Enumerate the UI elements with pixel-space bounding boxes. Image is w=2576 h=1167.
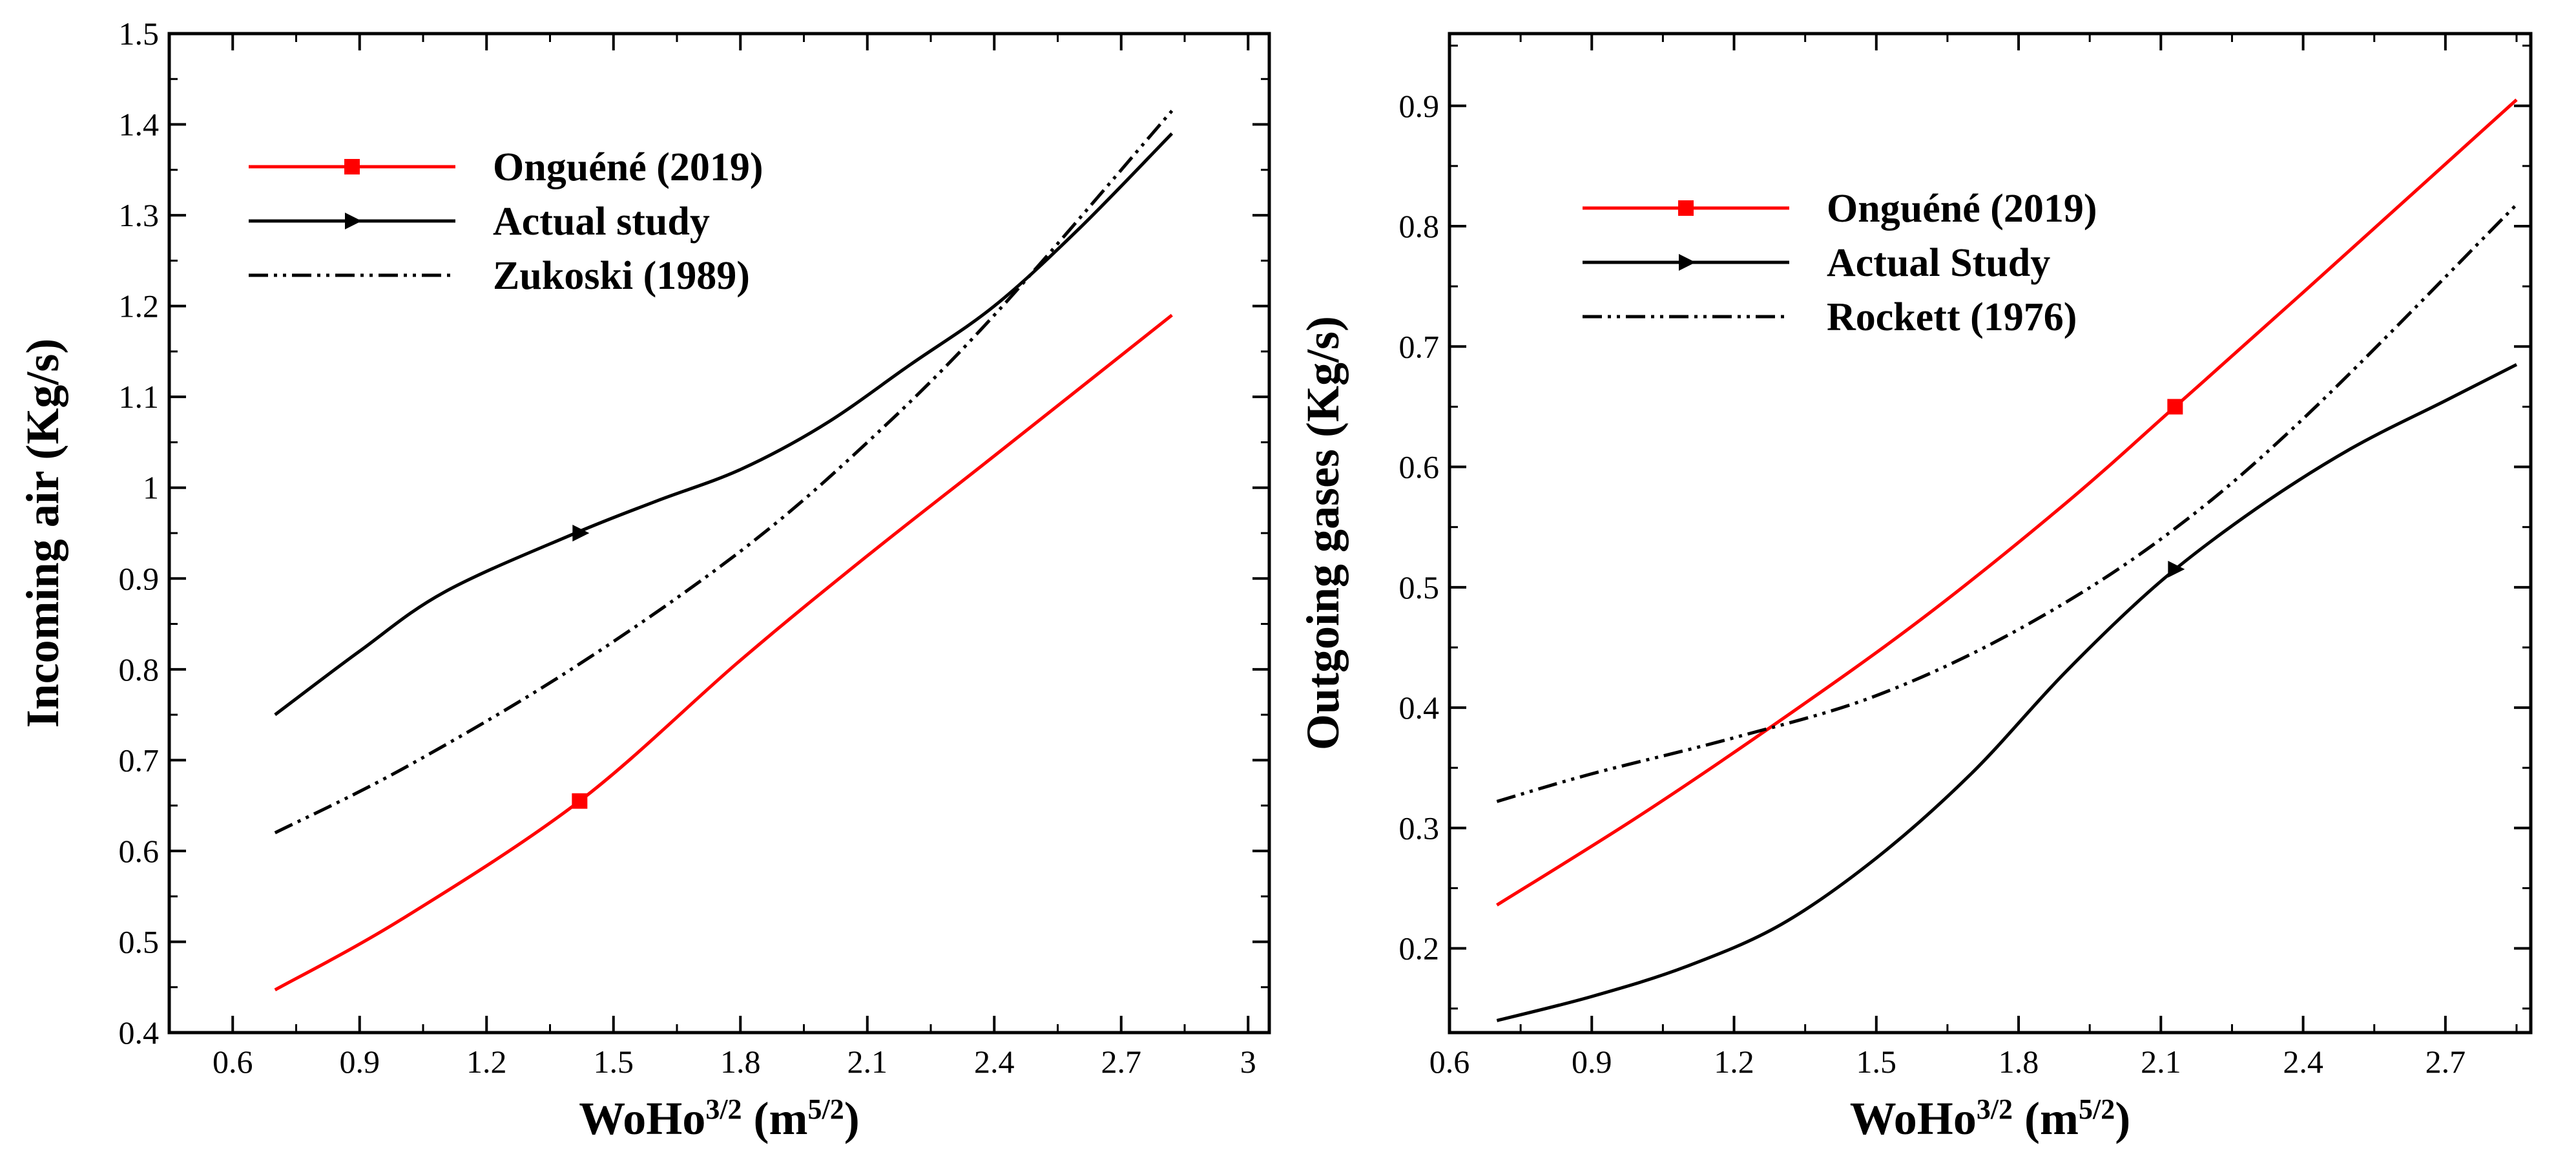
series-line (274, 109, 1174, 835)
series-2 (274, 132, 1174, 717)
x-tick-label: 0.6 (213, 1044, 253, 1080)
plot-frame (1448, 32, 2533, 1035)
legend-label: Zukoski (1989) (493, 254, 750, 298)
y-tick-label: 0.9 (1399, 88, 1440, 124)
x-axis-title-superscript: 5/2 (2079, 1093, 2115, 1125)
x-axis-title-part: ) (2115, 1093, 2130, 1144)
legend-label: Actual Study (1827, 241, 2050, 285)
y-tick-label: 1.1 (119, 379, 160, 415)
legend-label: Rockett (1976) (1827, 295, 2077, 339)
series-line (274, 313, 1173, 992)
series-line (274, 132, 1174, 717)
y-tick-label: 0.9 (119, 560, 160, 596)
x-tick-label: 2.1 (2141, 1044, 2181, 1080)
y-tick-label: 0.8 (1399, 208, 1440, 244)
y-tick-label: 0.7 (119, 742, 160, 778)
series-line (1496, 363, 2518, 1022)
series-2 (1496, 363, 2518, 1022)
triangle-marker (1679, 254, 1696, 271)
y-tick-label: 0.4 (1399, 689, 1440, 726)
y-tick-label: 0.3 (1399, 810, 1440, 846)
x-tick-label: 1.5 (594, 1044, 634, 1080)
y-tick-label: 0.6 (1399, 449, 1440, 485)
legend: Onguéné (2019) Actual study Zukoski (1989) (249, 145, 763, 298)
x-tick-label: 1.2 (1714, 1044, 1754, 1080)
series-1 (1496, 98, 2518, 907)
x-axis-title-part: ) (844, 1093, 860, 1144)
y-tick-label: 0.5 (1399, 569, 1440, 605)
y-tick-label: 1.4 (119, 107, 160, 143)
x-axis-title-superscript: 5/2 (808, 1093, 844, 1125)
x-tick-label: 2.1 (847, 1044, 888, 1080)
square-marker (2167, 399, 2183, 415)
y-tick-label: 0.4 (119, 1015, 160, 1051)
x-tick-label: 1.8 (720, 1044, 761, 1080)
legend-label: Onguéné (2019) (1827, 187, 2097, 231)
triangle-marker (572, 525, 590, 541)
series-line (1496, 98, 2518, 907)
y-axis-title: Incoming air (Kg/s) (17, 339, 68, 728)
x-tick-label: 2.4 (974, 1044, 1015, 1080)
y-tick-label: 0.7 (1399, 328, 1440, 364)
x-tick-label: 0.6 (1429, 1044, 1470, 1080)
x-axis-title: WoHo3/2 (m5/2) (579, 1093, 859, 1144)
x-tick-label: 1.5 (1856, 1044, 1897, 1080)
x-axis-title: WoHo3/2 (m5/2) (1850, 1093, 2130, 1144)
x-tick-label: 2.4 (2283, 1044, 2323, 1080)
square-marker (1678, 200, 1694, 216)
series-3 (1496, 203, 2518, 803)
y-tick-label: 1 (143, 470, 159, 506)
x-tick-label: 1.8 (1999, 1044, 2039, 1080)
x-tick-label: 1.2 (466, 1044, 507, 1080)
chart-2: 0.6 0.9 1.2 1.5 1.8 2.1 2.4 2.7 0.2 0.3 0.4 0.5 0.6 0… (1297, 32, 2533, 1144)
series-3 (274, 109, 1174, 835)
y-tick-label: 1.2 (119, 288, 160, 324)
x-axis-title-part: WoHo (579, 1093, 705, 1144)
square-marker (572, 793, 588, 809)
y-tick-label: 0.6 (119, 833, 160, 869)
legend-label: Actual study (493, 200, 710, 244)
x-tick-label: 0.9 (340, 1044, 380, 1080)
square-marker (344, 159, 360, 174)
x-tick-label: 2.7 (1101, 1044, 1142, 1080)
y-tick-label: 1.5 (119, 16, 160, 52)
series-1 (274, 313, 1173, 992)
x-axis-title-part: (m (742, 1093, 808, 1144)
y-tick-label: 1.3 (119, 197, 160, 233)
legend-label: Onguéné (2019) (493, 145, 763, 189)
x-tick-label: 0.9 (1572, 1044, 1612, 1080)
x-axis-title-part: (m (2013, 1093, 2079, 1144)
chart-1: 0.6 0.9 1.2 1.5 1.8 2.1 2.4 2.7 3 0.4 0.5 0.6 0.7 0.8… (17, 16, 1271, 1144)
x-tick-label: 3 (1240, 1044, 1256, 1080)
y-tick-label: 0.2 (1399, 930, 1440, 967)
x-axis-title-superscript: 3/2 (1977, 1093, 2013, 1125)
triangle-marker (345, 213, 362, 229)
x-tick-label: 2.7 (2425, 1044, 2466, 1080)
x-axis-title-superscript: 3/2 (705, 1093, 742, 1125)
x-axis-title-part: WoHo (1850, 1093, 1977, 1144)
y-tick-label: 0.5 (119, 923, 160, 960)
y-tick-label: 0.8 (119, 651, 160, 688)
series-line (1496, 203, 2518, 803)
triangle-marker (2168, 560, 2185, 578)
y-axis-title: Outgoing gases (Kg/s) (1297, 316, 1349, 750)
legend: Onguéné (2019) Actual Study Rockett (1976) (1583, 187, 2097, 339)
